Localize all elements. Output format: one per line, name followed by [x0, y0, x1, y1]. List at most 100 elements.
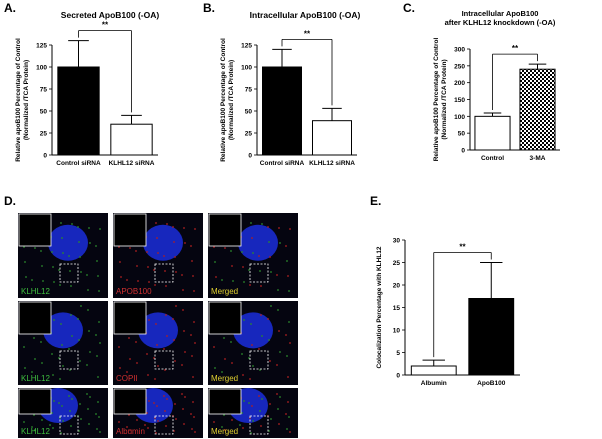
signal-dot — [252, 365, 254, 367]
signal-dot — [80, 418, 82, 420]
signal-dot — [155, 323, 157, 325]
signal-dot — [80, 271, 82, 273]
signal-dot — [97, 401, 99, 403]
signal-dot — [288, 416, 290, 418]
signal-dot — [156, 344, 158, 346]
signal-dot — [23, 246, 25, 248]
signal-dot — [25, 276, 27, 278]
micrograph: KLHL12 — [18, 213, 108, 298]
micrograph: APOB100 — [113, 213, 203, 298]
signal-dot — [289, 228, 291, 230]
y-tick-label: 100 — [36, 65, 47, 72]
signal-dot — [270, 305, 272, 307]
signal-dot — [241, 353, 243, 355]
micrograph: Merged — [208, 213, 298, 298]
y-tick-label: 25 — [40, 131, 48, 138]
signal-dot — [224, 429, 226, 431]
signal-dot — [230, 250, 232, 252]
signal-dot — [277, 309, 279, 311]
signal-dot — [277, 408, 279, 410]
signal-dot — [78, 430, 80, 432]
signal-dot — [279, 396, 281, 398]
signal-dot — [192, 376, 194, 378]
significance-bracket — [433, 252, 492, 358]
signal-dot — [155, 432, 157, 434]
signal-dot — [118, 346, 120, 348]
signal-dot — [193, 290, 195, 292]
signal-dot — [250, 432, 252, 434]
y-tick-label: 125 — [241, 43, 252, 50]
significance-label: ** — [304, 29, 311, 38]
signal-dot — [97, 275, 99, 277]
micrograph: Merged — [208, 301, 298, 385]
y-tick-label: 75 — [245, 87, 253, 94]
signal-dot — [213, 346, 215, 348]
signal-dot — [289, 342, 291, 344]
roi-box — [154, 415, 174, 435]
signal-dot — [182, 309, 184, 311]
signal-dot — [88, 330, 90, 332]
signal-dot — [42, 280, 44, 282]
signal-dot — [232, 280, 234, 282]
significance-bracket — [78, 30, 132, 113]
channel-label: KLHL12 — [21, 287, 50, 296]
signal-dot — [243, 281, 245, 283]
signal-dot — [118, 246, 120, 248]
signal-dot — [53, 400, 55, 402]
y-axis-label: (Normalized /TCA Protein) — [23, 60, 30, 140]
signal-dot — [267, 226, 269, 228]
signal-dot — [223, 414, 225, 416]
panel-label: D. — [4, 194, 16, 208]
nucleus — [143, 224, 183, 261]
signal-dot — [71, 335, 73, 337]
signal-dot — [96, 355, 98, 357]
signal-dot — [58, 402, 60, 404]
signal-dot — [148, 319, 150, 321]
signal-dot — [34, 429, 36, 431]
signal-dot — [157, 365, 159, 367]
channel-label: Merged — [211, 374, 238, 383]
signal-dot — [191, 428, 193, 430]
inset — [113, 213, 147, 247]
signal-dot — [88, 423, 90, 425]
channel-label: KLHL12 — [21, 374, 50, 383]
signal-dot — [60, 323, 62, 325]
signal-dot — [193, 416, 195, 418]
signal-dot — [172, 226, 174, 228]
signal-dot — [51, 353, 53, 355]
y-tick-label: 0 — [396, 373, 400, 380]
signal-dot — [214, 367, 216, 369]
signal-dot — [184, 396, 186, 398]
signal-dot — [183, 227, 185, 229]
micrograph: Merged — [208, 388, 298, 438]
y-tick-label: 25 — [245, 131, 253, 138]
significance-label: ** — [512, 44, 519, 53]
signal-dot — [136, 362, 138, 364]
signal-dot — [136, 265, 138, 267]
y-tick-label: 5 — [396, 350, 400, 357]
signal-dot — [49, 424, 51, 426]
micrograph: Albumin — [113, 388, 203, 438]
signal-dot — [99, 228, 101, 230]
signal-dot — [288, 321, 290, 323]
signal-dot — [194, 342, 196, 344]
signal-dot — [163, 255, 165, 257]
signal-dot — [146, 251, 148, 253]
x-tick-label: Control — [481, 155, 504, 162]
signal-dot — [87, 289, 89, 291]
y-tick-label: 150 — [454, 97, 465, 104]
signal-dot — [147, 427, 149, 429]
signal-dot — [285, 334, 287, 336]
signal-dot — [98, 290, 100, 292]
signal-dot — [137, 280, 139, 282]
y-tick-label: 300 — [454, 47, 465, 54]
signal-dot — [184, 351, 186, 353]
roi-box — [249, 263, 269, 283]
signal-dot — [182, 408, 184, 410]
signal-dot — [173, 430, 175, 432]
signal-dot — [286, 355, 288, 357]
signal-dot — [241, 412, 243, 414]
signal-dot — [221, 279, 223, 281]
signal-dot — [118, 421, 120, 423]
signal-dot — [231, 362, 233, 364]
